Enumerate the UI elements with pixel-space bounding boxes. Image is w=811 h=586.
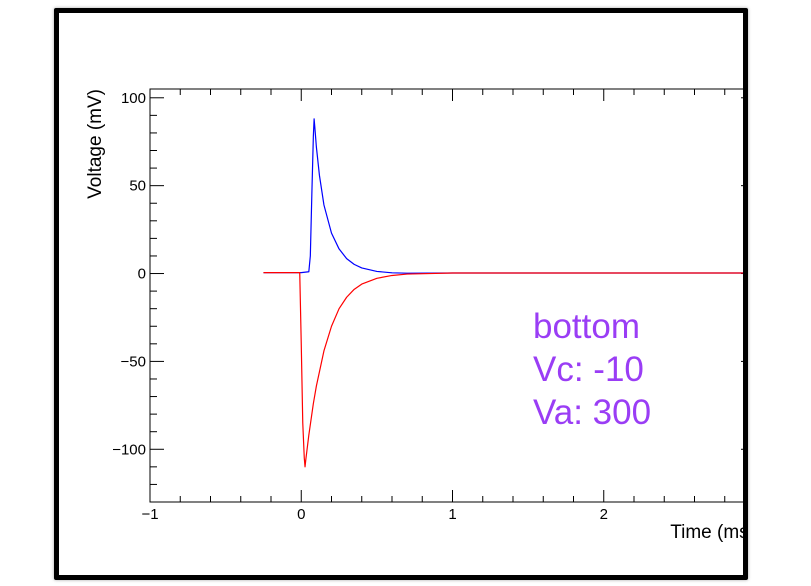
x-tick-label: 0 <box>297 506 305 523</box>
y-tick-label: −50 <box>121 353 146 370</box>
x-tick-label: −1 <box>141 506 158 523</box>
y-tick-label: 100 <box>121 90 146 107</box>
y-tick-label: 50 <box>129 178 146 195</box>
x-axis-title: Time (ms) <box>670 522 743 543</box>
annotation-position: bottom <box>533 307 640 346</box>
plot-box <box>149 88 743 503</box>
series-layer <box>263 118 743 468</box>
y-axis-title: Voltage (mV) <box>85 89 106 199</box>
series-line-blue <box>263 118 743 274</box>
y-tick-label: 0 <box>138 266 146 283</box>
series-line-red <box>263 272 743 468</box>
annotation-va: Va: 300 <box>533 393 651 432</box>
annotation-vc: Vc: -10 <box>533 350 644 389</box>
x-tick-label: 1 <box>448 506 456 523</box>
x-tick-label: 2 <box>600 506 608 523</box>
labels: Time (ms) Voltage (mV) bottom Vc: -10 Va… <box>85 89 743 543</box>
y-tick-label: −100 <box>112 441 146 458</box>
